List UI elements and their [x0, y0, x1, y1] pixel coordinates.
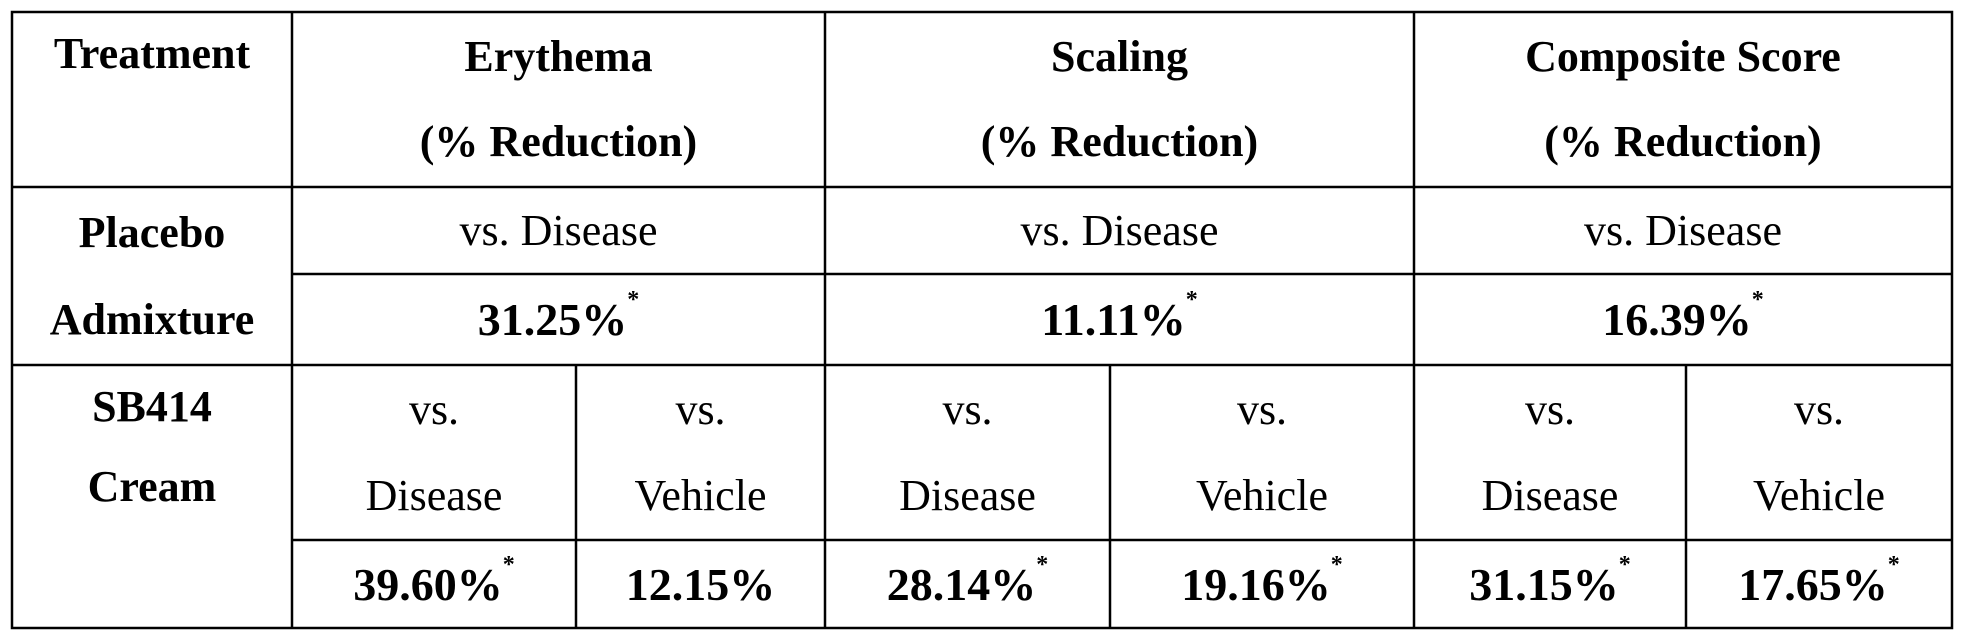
- placebo-erythema-comparison: vs. Disease: [294, 189, 823, 273]
- placebo-label-line1: Placebo: [78, 207, 226, 257]
- placebo-scaling-comparison: vs. Disease: [827, 189, 1412, 273]
- header-erythema: Erythema: [464, 31, 653, 81]
- vs-label: vs.: [942, 385, 993, 434]
- header-erythema-unit: (% Reduction): [419, 116, 698, 166]
- disease-label: Disease: [899, 471, 1036, 520]
- disease-label: Disease: [1481, 471, 1619, 520]
- placebo-label-cell: Placebo Admixture: [14, 189, 290, 363]
- header-scaling-cell: Scaling (% Reduction): [827, 14, 1412, 184]
- vs-label: vs.: [1793, 385, 1845, 434]
- vehicle-label: Vehicle: [634, 471, 767, 520]
- sb414-composite-vehicle-value: 17.65%*: [1738, 551, 1900, 610]
- header-erythema-cell: Erythema (% Reduction): [294, 14, 823, 184]
- placebo-label-line2: Admixture: [49, 294, 255, 344]
- sb414-scaling-vehicle-header: vs. Vehicle: [1112, 367, 1412, 539]
- header-treatment-cell: Treatment: [14, 14, 290, 94]
- sb414-erythema-disease-value-cell: 39.60%*: [294, 542, 574, 626]
- sb414-composite-disease-header: vs. Disease: [1416, 367, 1684, 539]
- header-composite-cell: Composite Score (% Reduction): [1416, 14, 1950, 184]
- sb414-erythema-vehicle-value-cell: 12.15%: [578, 542, 823, 626]
- sb414-scaling-vehicle-value-cell: 19.16%*: [1112, 542, 1412, 626]
- header-composite-unit: (% Reduction): [1544, 116, 1822, 166]
- sb414-scaling-disease-value-cell: 28.14%*: [827, 542, 1108, 626]
- comparison-label: vs. Disease: [459, 206, 658, 255]
- sb414-erythema-vehicle-value: 12.15%: [625, 558, 776, 610]
- header-composite: Composite Score: [1525, 31, 1841, 81]
- sb414-label-line1: SB414: [92, 382, 212, 431]
- vehicle-label: Vehicle: [1753, 471, 1885, 520]
- placebo-scaling-value: 11.11%*: [1041, 287, 1198, 345]
- sb414-label-line2: Cream: [87, 462, 217, 511]
- sb414-label-cell: SB414 Cream: [14, 367, 290, 527]
- sb414-composite-disease-value-cell: 31.15%*: [1416, 542, 1684, 626]
- placebo-erythema-value-cell: 31.25%*: [294, 276, 823, 363]
- sb414-erythema-disease-header: vs. Disease: [294, 367, 574, 539]
- sb414-scaling-vehicle-value: 19.16%*: [1181, 551, 1343, 610]
- disease-label: Disease: [365, 471, 503, 520]
- header-treatment: Treatment: [53, 29, 251, 78]
- placebo-composite-comparison: vs. Disease: [1416, 189, 1950, 273]
- vehicle-label: Vehicle: [1196, 471, 1328, 520]
- sb414-composite-disease-value: 31.15%*: [1469, 551, 1631, 610]
- placebo-composite-value: 16.39%*: [1602, 287, 1764, 345]
- sb414-composite-vehicle-header: vs. Vehicle: [1688, 367, 1950, 539]
- header-scaling: Scaling: [1051, 31, 1188, 81]
- vs-label: vs.: [408, 385, 460, 434]
- sb414-erythema-disease-value: 39.60%*: [353, 551, 515, 610]
- vs-label: vs.: [675, 385, 726, 434]
- comparison-label: vs. Disease: [1020, 206, 1219, 255]
- placebo-erythema-value: 31.25%*: [477, 287, 640, 345]
- header-scaling-unit: (% Reduction): [980, 116, 1259, 166]
- vs-label: vs.: [1236, 385, 1288, 434]
- vs-label: vs.: [1524, 385, 1576, 434]
- sb414-scaling-disease-value: 28.14%*: [886, 551, 1049, 610]
- comparison-label: vs. Disease: [1584, 206, 1782, 255]
- sb414-erythema-vehicle-header: vs. Vehicle: [578, 367, 823, 539]
- placebo-composite-value-cell: 16.39%*: [1416, 276, 1950, 363]
- placebo-scaling-value-cell: 11.11%*: [827, 276, 1412, 363]
- sb414-composite-vehicle-value-cell: 17.65%*: [1688, 542, 1950, 626]
- sb414-scaling-disease-header: vs. Disease: [827, 367, 1108, 539]
